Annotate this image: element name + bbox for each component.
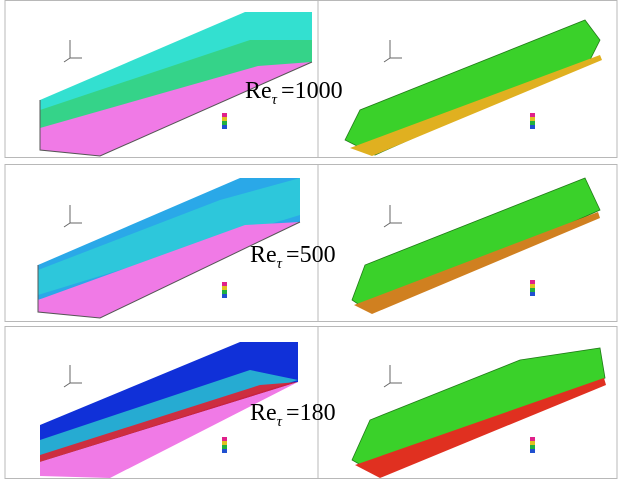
re-value: =180 (286, 400, 336, 426)
re-label: Reτ=180 (250, 400, 336, 430)
re-value: =500 (286, 242, 336, 268)
re-sub: τ (277, 256, 283, 272)
re-label: Reτ=1000 (245, 78, 343, 108)
re-base: Re (250, 400, 277, 426)
figure: Reτ=1000 Reτ=500 Reτ=180 (0, 0, 622, 479)
re-label: Reτ=500 (250, 242, 336, 272)
re-sub: τ (277, 414, 283, 430)
re-sub: τ (272, 92, 278, 108)
re-value: =1000 (281, 78, 343, 104)
re-base: Re (245, 78, 272, 104)
re-base: Re (250, 242, 277, 268)
